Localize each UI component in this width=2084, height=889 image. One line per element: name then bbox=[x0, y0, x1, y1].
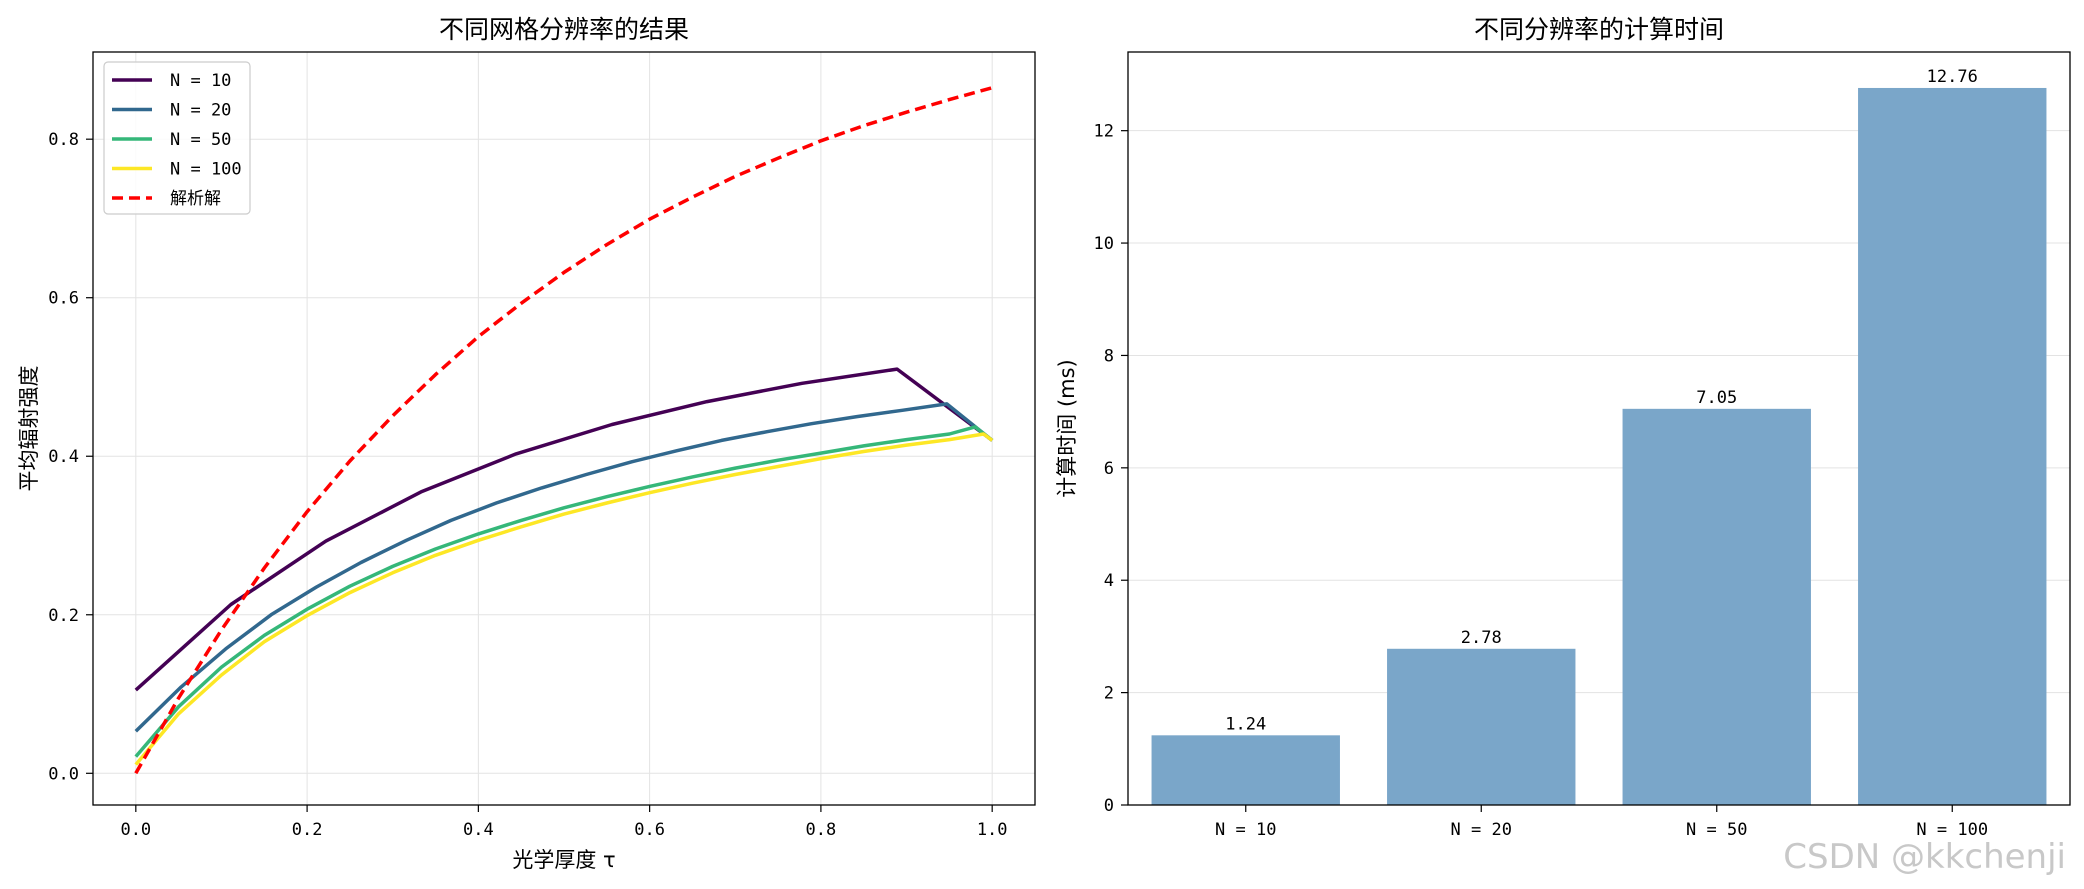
left-series-line-3 bbox=[134, 432, 994, 766]
left-plot-frame bbox=[92, 51, 1036, 806]
left-x-tick-label-5: 1.0 bbox=[977, 820, 1008, 840]
right-y-tick-label-0: 0 bbox=[1104, 796, 1114, 816]
right-bar-value-label-0: 1.24 bbox=[1225, 714, 1266, 734]
left-y-tick-label-1: 0.2 bbox=[48, 606, 79, 626]
left-legend-label-1: N = 20 bbox=[170, 101, 231, 121]
right-chart-title: 不同分辨率的计算时间 bbox=[1474, 15, 1724, 44]
left-y-tick-label-2: 0.4 bbox=[48, 447, 79, 467]
right-y-tick-label-6: 12 bbox=[1094, 122, 1114, 142]
left-legend-label-2: N = 50 bbox=[170, 130, 231, 150]
left-y-tick-label-4: 0.8 bbox=[48, 130, 79, 150]
left-series-line-2 bbox=[134, 425, 994, 758]
right-y-tick-label-2: 4 bbox=[1104, 571, 1114, 591]
right-y-axis-label: 计算时间 (ms) bbox=[1055, 359, 1079, 497]
left-legend-label-0: N = 10 bbox=[170, 71, 231, 91]
right-y-tick-label-4: 8 bbox=[1104, 346, 1114, 366]
left-legend-box bbox=[103, 61, 251, 215]
left-x-tick-label-3: 0.6 bbox=[634, 820, 665, 840]
left-x-tick-label-0: 0.0 bbox=[120, 820, 151, 840]
right-y-tick-label-3: 6 bbox=[1104, 459, 1114, 479]
left-series-line-1 bbox=[134, 402, 994, 733]
left-series-line-0 bbox=[134, 367, 994, 692]
left-series-line-4 bbox=[134, 86, 993, 775]
left-x-tick-label-1: 0.2 bbox=[292, 820, 323, 840]
left-y-axis-label: 平均辐射强度 bbox=[17, 366, 41, 492]
right-x-tick-label-2: N = 50 bbox=[1686, 820, 1747, 840]
left-legend-label-4: 解析解 bbox=[170, 189, 221, 209]
right-bar-2 bbox=[1622, 408, 1811, 805]
right-bar-value-label-2: 7.05 bbox=[1696, 388, 1737, 408]
watermark: CSDN @kkchenji bbox=[1783, 837, 2066, 877]
right-x-tick-label-1: N = 20 bbox=[1451, 820, 1512, 840]
right-bar-value-label-3: 12.76 bbox=[1927, 67, 1978, 87]
right-bar-1 bbox=[1387, 648, 1576, 805]
left-x-tick-label-2: 0.4 bbox=[463, 820, 494, 840]
left-y-tick-label-0: 0.0 bbox=[48, 764, 79, 784]
left-chart-title: 不同网格分辨率的结果 bbox=[439, 15, 689, 44]
right-bar-value-label-1: 2.78 bbox=[1461, 628, 1502, 648]
right-bar-0 bbox=[1151, 735, 1340, 805]
left-y-tick-label-3: 0.6 bbox=[48, 289, 79, 309]
right-x-tick-label-3: N = 100 bbox=[1916, 820, 1988, 840]
right-x-tick-label-0: N = 10 bbox=[1215, 820, 1276, 840]
right-plot-frame bbox=[1127, 51, 2071, 806]
left-x-axis-label: 光学厚度 τ bbox=[512, 848, 615, 872]
left-legend-label-3: N = 100 bbox=[170, 160, 242, 180]
left-x-tick-label-4: 0.8 bbox=[806, 820, 837, 840]
right-bar-3 bbox=[1858, 87, 2047, 806]
right-y-tick-label-1: 2 bbox=[1104, 684, 1114, 704]
right-y-tick-label-5: 10 bbox=[1094, 234, 1114, 254]
